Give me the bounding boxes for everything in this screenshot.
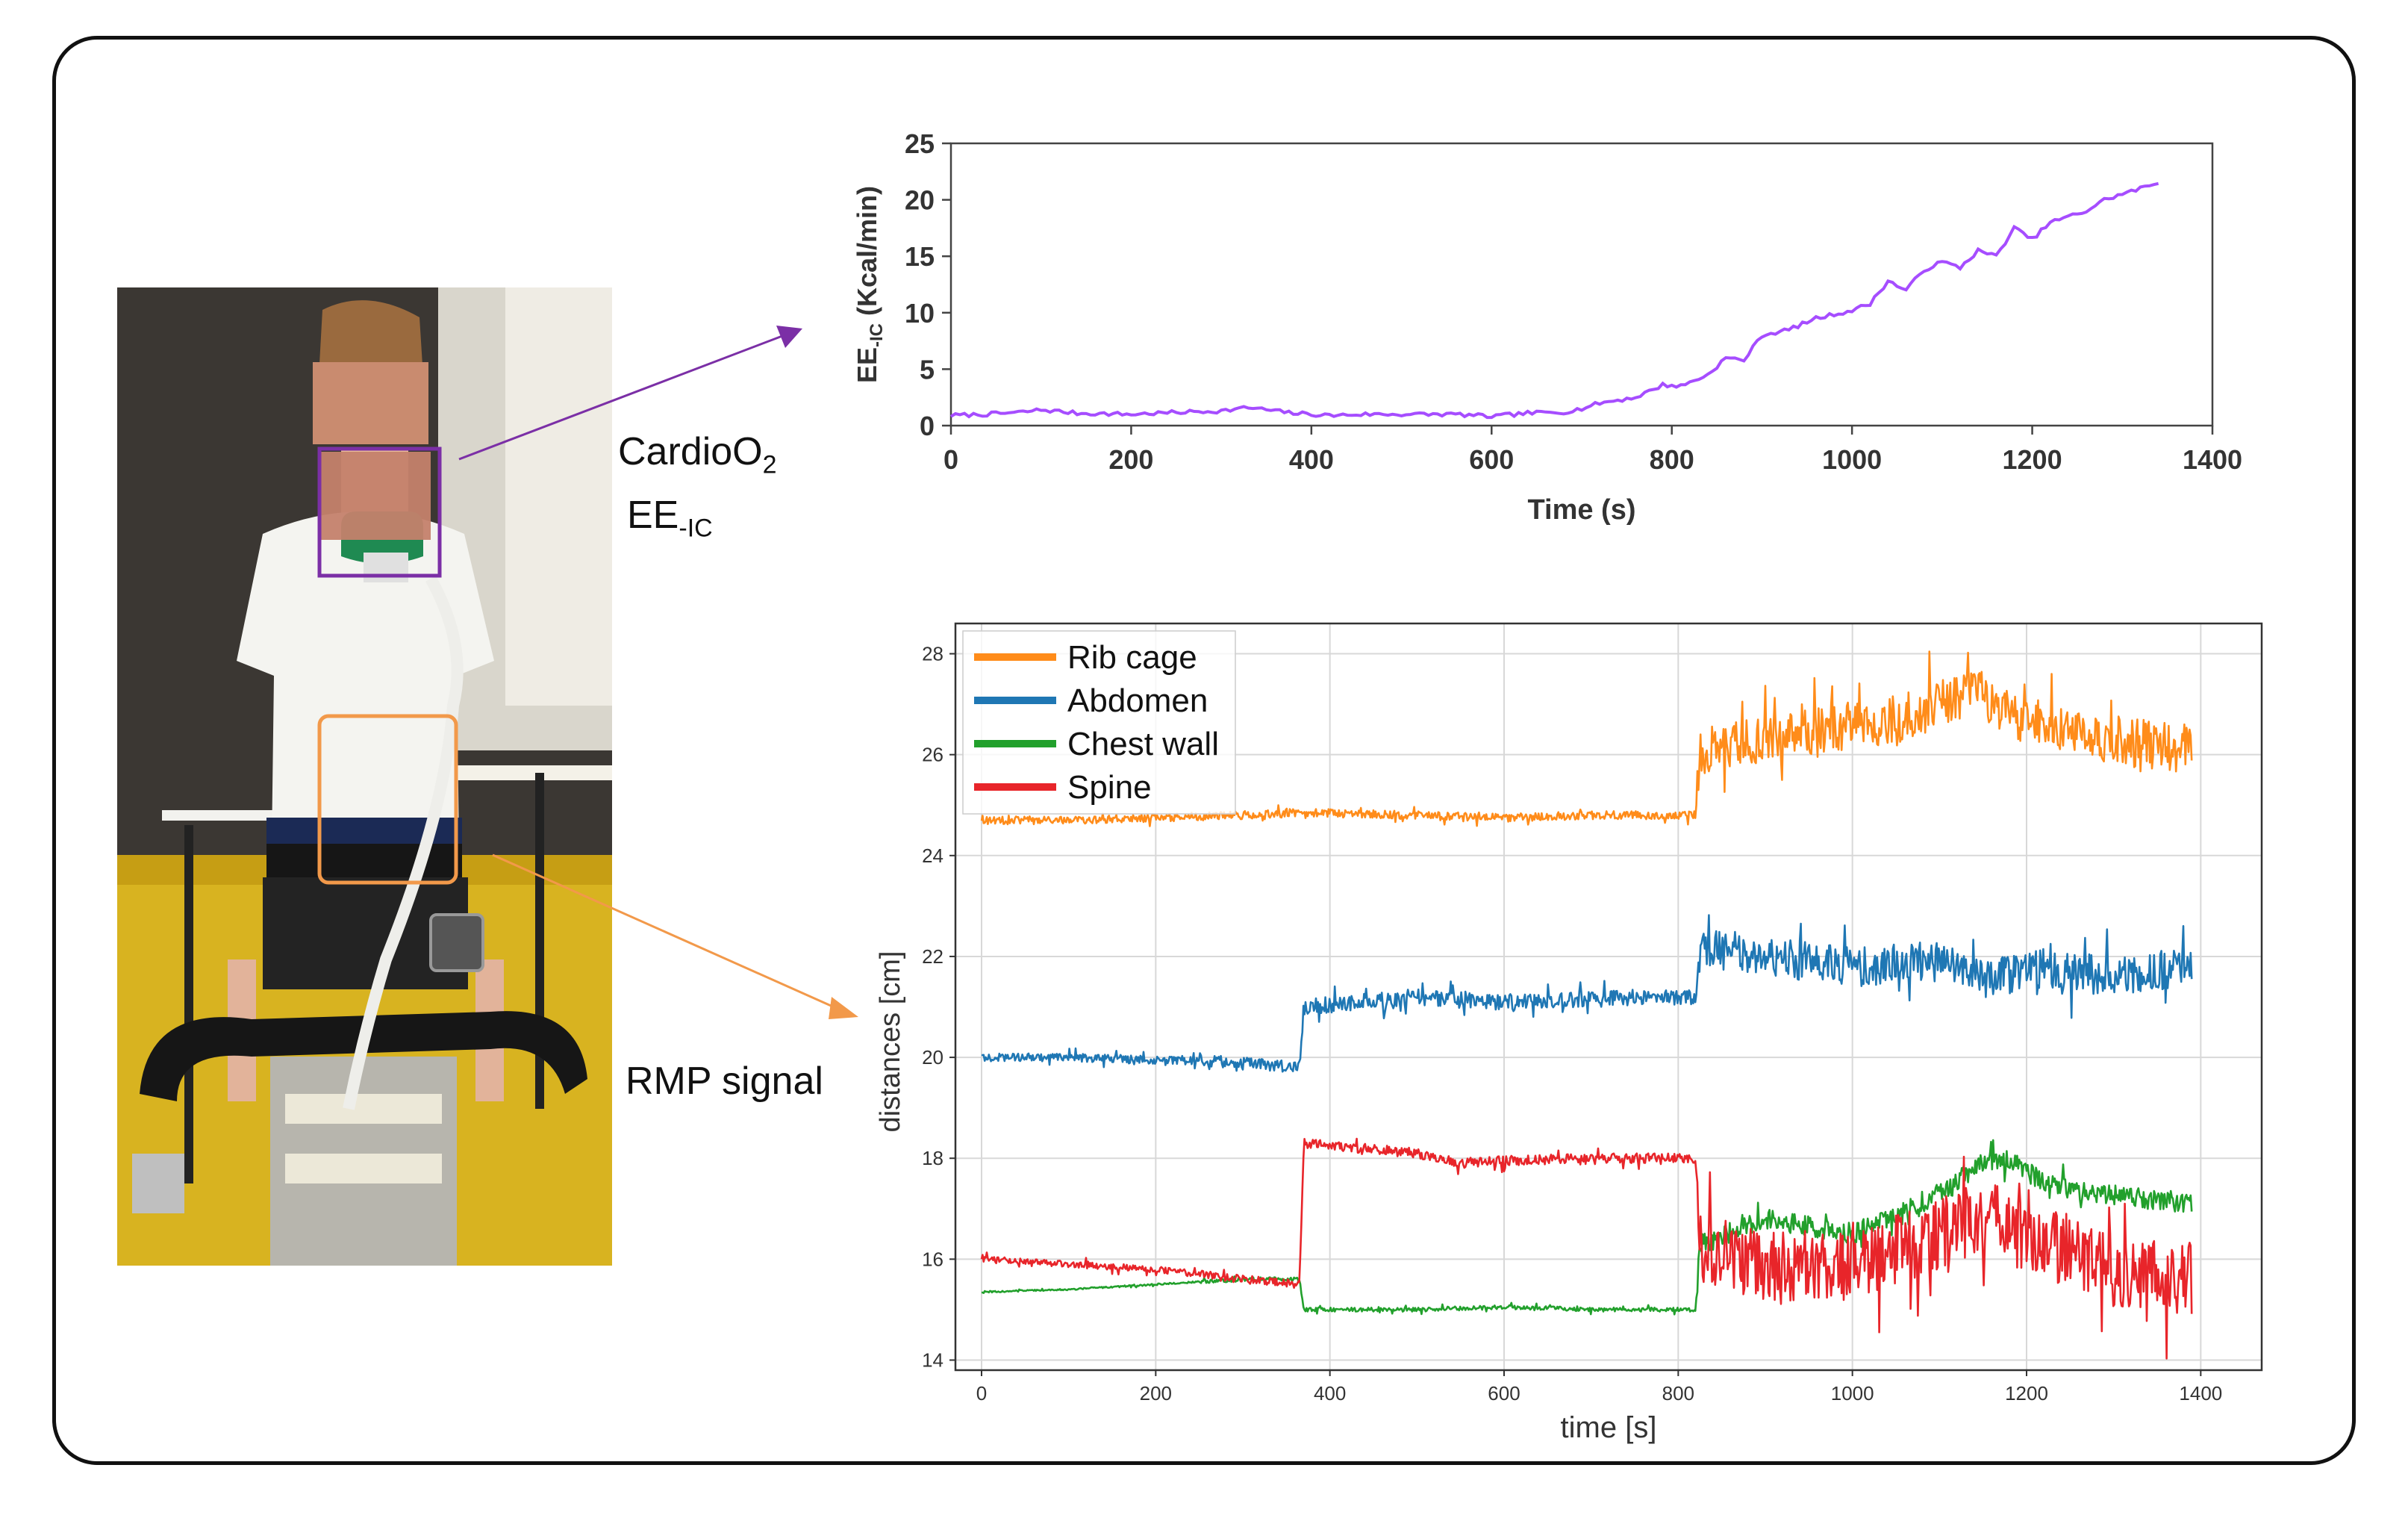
distances-x-tick-label: 1000 xyxy=(1831,1382,1874,1405)
distances-y-tick-label: 14 xyxy=(922,1349,943,1371)
ee-y-axis-label: EE-IC (Kcal/min) xyxy=(852,186,887,383)
face-redaction-box xyxy=(319,452,431,540)
ee-ic-series-line xyxy=(949,181,2159,420)
figure-frame xyxy=(52,36,2356,1465)
ee-x-tick-label: 0 xyxy=(943,444,958,475)
ee-y-tick-label: 10 xyxy=(905,298,935,329)
distances-y-axis-label: distances [cm] xyxy=(875,951,906,1133)
distances-x-tick-label: 0 xyxy=(976,1382,987,1405)
ee-y-tick-label: 25 xyxy=(905,128,935,159)
rmp-signal-label: RMP signal xyxy=(626,1060,823,1103)
distances-chart: 14 16 18 20 22 24 26 28 0 200 400 600 800 1000 1200 14… xyxy=(875,622,2263,1444)
ee-x-tick-label: 1200 xyxy=(2003,444,2062,475)
ee-x-tick-label: 400 xyxy=(1289,444,1334,475)
belt-highlight-box xyxy=(317,714,458,885)
mask-highlight-box xyxy=(317,447,442,578)
ee-x-tick-label: 600 xyxy=(1469,444,1514,475)
distances-axis-frame xyxy=(954,622,2263,1372)
ee-y-tick-label: 0 xyxy=(920,411,935,441)
distances-y-tick-label: 16 xyxy=(922,1248,943,1270)
distances-x-axis-label: time [s] xyxy=(1561,1411,1657,1444)
distances-series-line xyxy=(980,650,2193,827)
legend-entry-label: Rib cage xyxy=(1067,639,1197,676)
distances-y-tick-label: 22 xyxy=(922,945,943,968)
legend-entry-label: Spine xyxy=(1067,769,1152,806)
distances-x-tick-label: 400 xyxy=(1314,1382,1346,1405)
ee-x-tick-label: 1400 xyxy=(2183,444,2242,475)
ee-ic-label: EE-IC xyxy=(627,494,713,543)
distances-series-line xyxy=(980,1137,2193,1360)
ee-y-tick-label: 5 xyxy=(920,354,935,385)
purple-arrowhead xyxy=(776,326,802,348)
legend-entry-label: Chest wall xyxy=(1067,726,1219,762)
distances-y-tick-label: 20 xyxy=(922,1046,943,1068)
device-label: CardioO2 xyxy=(618,430,777,479)
orange-arrow-line xyxy=(492,853,837,1010)
distances-x-tick-label: 1200 xyxy=(2005,1382,2048,1405)
ee-axis-frame xyxy=(949,142,2214,427)
ee-x-tick-label: 800 xyxy=(1650,444,1694,475)
legend-entry-label: Abdomen xyxy=(1067,682,1208,719)
distances-y-tick-label: 24 xyxy=(922,844,943,867)
subject-photo-drawing xyxy=(117,287,612,1266)
distances-x-tick-label: 800 xyxy=(1662,1382,1694,1405)
distances-series-line xyxy=(981,914,2193,1073)
distances-x-tick-label: 600 xyxy=(1488,1382,1520,1405)
orange-arrowhead xyxy=(829,997,858,1019)
distances-legend: Rib cage Abdomen Chest wall Spine xyxy=(962,630,1236,815)
distances-x-tick-label: 200 xyxy=(1140,1382,1172,1405)
ee-x-tick-label: 1000 xyxy=(1822,444,1882,475)
distances-y-tick-label: 28 xyxy=(922,643,943,665)
distances-y-tick-label: 18 xyxy=(922,1147,943,1169)
distances-x-tick-label: 1400 xyxy=(2179,1382,2222,1405)
distances-y-tick-label: 26 xyxy=(922,744,943,766)
ee-x-axis-label: Time (s) xyxy=(1527,494,1635,526)
ee-y-tick-label: 15 xyxy=(905,241,935,272)
ee-ic-chart: 0 5 10 15 20 25 0 200 400 600 800 1000 1200 1400 Tim… xyxy=(852,128,2242,526)
distances-series-line xyxy=(982,1139,2193,1316)
purple-arrow-line xyxy=(458,335,783,461)
subject-photo xyxy=(117,287,612,1266)
ee-y-tick-label: 20 xyxy=(905,185,935,216)
ee-x-tick-label: 200 xyxy=(1108,444,1153,475)
